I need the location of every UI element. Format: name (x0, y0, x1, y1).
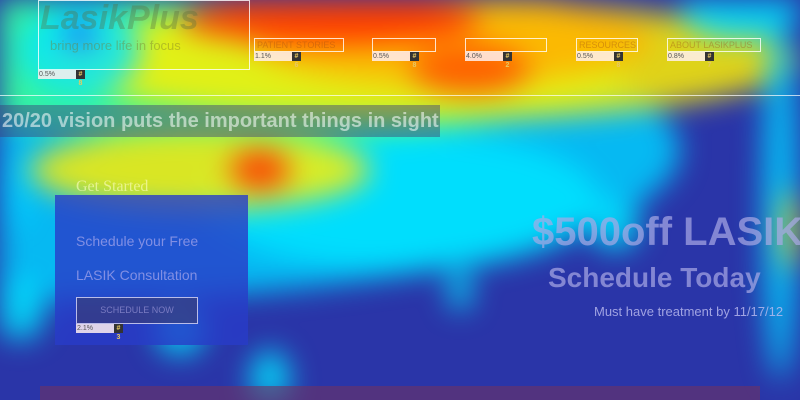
click-rank: # 8 (76, 70, 85, 87)
click-rank: # 8 (410, 52, 419, 69)
nav-click-stat: 0.5% # 8 (372, 52, 419, 69)
heat-blob (448, 270, 472, 310)
promo-offer: $500off LASIK (532, 210, 800, 254)
heat-blob (590, 200, 640, 250)
card-line: Schedule your Free (76, 233, 199, 249)
nav-item[interactable] (372, 38, 436, 52)
promo-cta: Schedule Today (548, 262, 761, 293)
click-percent: 0.8% (667, 52, 705, 61)
nav-click-stat: 0.8% # 7 (667, 52, 714, 69)
card-line: LASIK Consultation (76, 267, 198, 283)
heat-blob (782, 190, 798, 270)
nav-item[interactable]: ABOUT LASIKPLUS (667, 38, 761, 52)
heat-blob (0, 280, 45, 340)
click-percent: 2.1% (76, 324, 114, 333)
nav-item[interactable]: PATIENT STORIES (254, 38, 344, 52)
heat-blob (180, 0, 480, 45)
click-percent: 1.1% (254, 52, 292, 61)
click-rank: # 6 (292, 52, 301, 69)
divider (0, 95, 800, 96)
logo-hotspot-box[interactable] (38, 0, 250, 70)
heat-blob (762, 20, 798, 380)
click-percent: 0.5% (38, 70, 76, 79)
bottom-bar (40, 386, 760, 400)
click-rank: # 7 (705, 52, 714, 69)
tagline: bring more life in focus (50, 38, 181, 53)
nav-click-stat: 4.0% # 2 (465, 52, 512, 69)
nav-click-stat: 1.1% # 6 (254, 52, 301, 69)
heat-blob (230, 150, 290, 190)
hero-headline: 20/20 vision puts the important things i… (0, 105, 440, 137)
card-title: Get Started (76, 178, 149, 195)
click-rank: # 2 (503, 52, 512, 69)
click-percent: 0.5% (372, 52, 410, 61)
heat-blob (1, 150, 29, 230)
heat-blob (65, 23, 95, 47)
heat-blob (30, 130, 370, 210)
button-click-stat: 2.1% # 3 (76, 324, 123, 341)
click-rank: # 8 (614, 52, 623, 69)
click-percent: 0.5% (576, 52, 614, 61)
nav-item-label: RESOURCES (579, 40, 637, 50)
nav-click-stat: 0.5% # 8 (576, 52, 623, 69)
nav-item-label: PATIENT STORIES (257, 40, 336, 50)
click-rank: # 3 (114, 324, 123, 341)
schedule-now-button[interactable]: SCHEDULE NOW (76, 297, 198, 324)
card-text: Schedule your Free LASIK Consultation (76, 224, 198, 292)
promo-terms: Must have treatment by 11/17/12 (594, 304, 784, 319)
logo-click-stat: 0.5% # 8 (38, 70, 85, 87)
nav-item[interactable] (465, 38, 547, 52)
nav-item-label: ABOUT LASIKPLUS (670, 40, 753, 50)
logo: LasikPlus (40, 0, 199, 37)
click-percent: 4.0% (465, 52, 503, 61)
nav-item[interactable]: RESOURCES (576, 38, 638, 52)
heat-blob (680, 0, 800, 40)
